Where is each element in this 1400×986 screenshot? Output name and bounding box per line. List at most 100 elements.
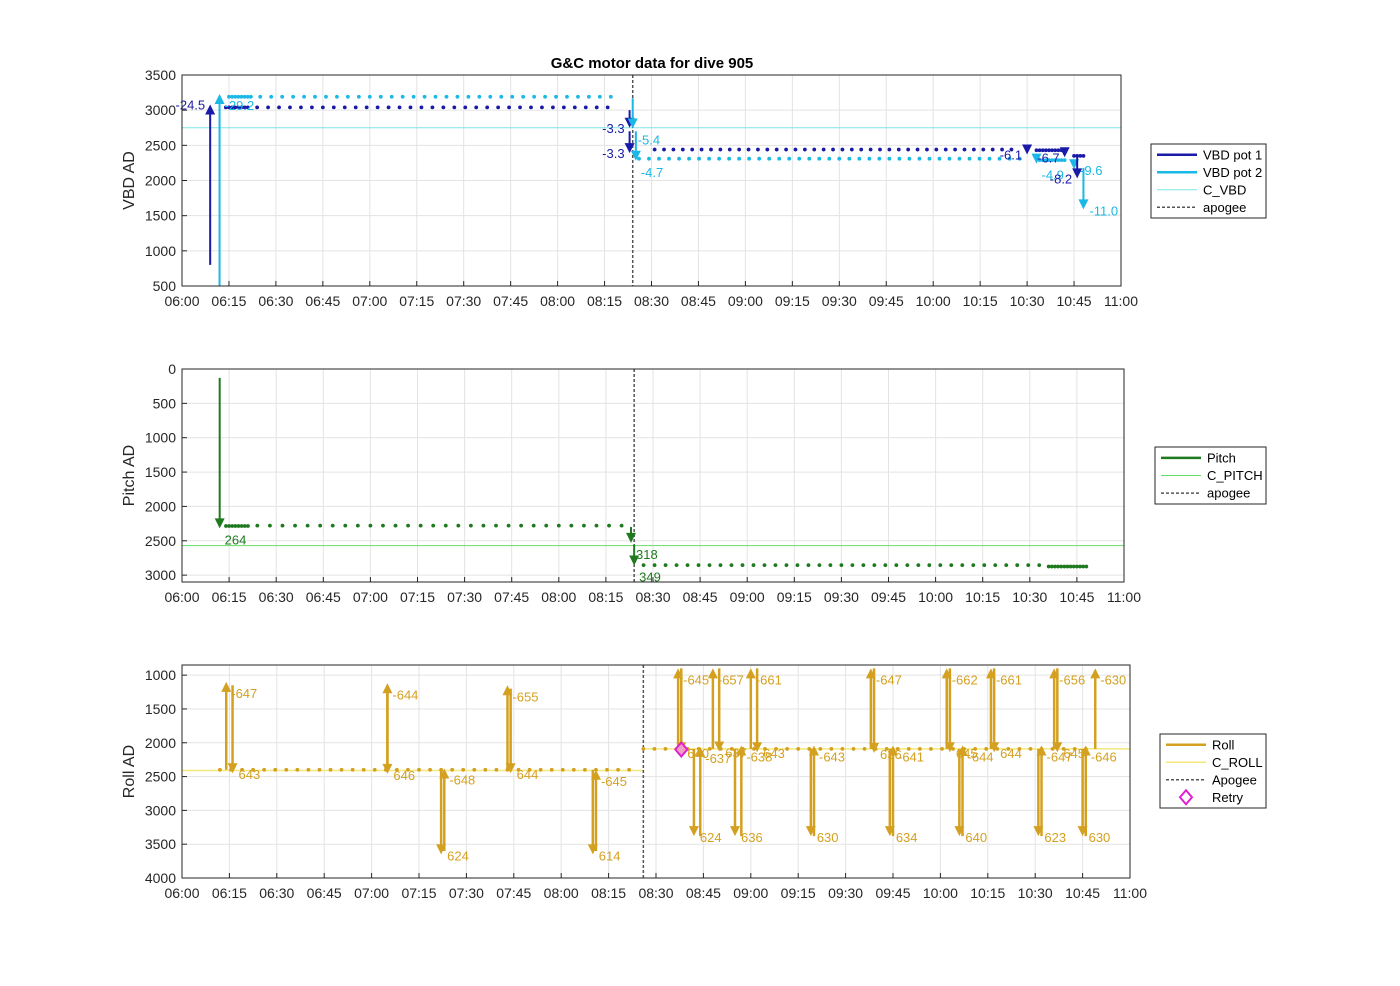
vbd-pot2-point	[499, 94, 504, 99]
vbd-pot2-point	[576, 94, 580, 99]
arrow-label: 645	[956, 746, 978, 761]
x-tick-label: 06:45	[305, 293, 340, 309]
y-tick-label: 1000	[145, 667, 176, 683]
x-tick-label: 07:15	[400, 589, 435, 605]
x-tick-label: 10:00	[918, 589, 953, 605]
vbd-pot1-point	[831, 147, 835, 152]
vbd-pot2-point	[245, 94, 250, 99]
pitch-point	[607, 523, 611, 528]
pitch-point	[663, 563, 668, 568]
pitch-point	[619, 523, 624, 528]
arrow-head	[695, 746, 706, 757]
vbd-pot1-point	[474, 105, 479, 110]
vbd-pot1-point	[561, 105, 566, 110]
vbd-pot1-point	[375, 105, 380, 110]
axes-frame	[181, 368, 1125, 583]
arrow-head	[221, 681, 232, 692]
vbd-pot1-point	[242, 105, 247, 110]
arrow-head	[205, 104, 216, 115]
vbd-pot1-point	[1081, 153, 1086, 158]
vbd-pot1-point	[680, 147, 685, 152]
vbd-pot1-point	[277, 105, 281, 110]
arrow-head	[1072, 168, 1083, 179]
arrow-head	[1059, 147, 1070, 158]
roll-point	[940, 746, 944, 751]
vbd-pot1-point	[746, 147, 751, 152]
plot-layer	[182, 369, 1124, 582]
pitch-point	[1053, 564, 1057, 569]
vbd-pot2-point	[927, 156, 932, 161]
vbd-pot1-point	[1040, 148, 1045, 153]
arrow-head	[989, 742, 1000, 753]
pitch-point	[255, 523, 260, 528]
roll-point	[394, 767, 399, 772]
x-tick-label: 06:30	[259, 885, 294, 901]
pitch-point	[685, 563, 690, 568]
pitch-point	[861, 563, 866, 568]
roll-point	[1061, 746, 1066, 751]
vbd-pot1-point	[784, 147, 788, 152]
x-tick-label: 07:00	[353, 589, 388, 605]
vbd-pot1-point	[408, 105, 413, 110]
y-tick-label: 0	[168, 361, 176, 377]
vbd-pot2-point	[917, 156, 922, 161]
roll-point	[450, 767, 455, 772]
vbd-pot1-point	[981, 147, 986, 152]
roll-point	[895, 746, 900, 751]
pitch-point	[227, 524, 232, 528]
x-tick-label: 10:45	[1065, 885, 1100, 901]
pitch-point	[982, 563, 987, 568]
x-tick-label: 07:15	[401, 885, 436, 901]
vbd-pot1-point	[320, 105, 325, 110]
pitch-point	[795, 563, 800, 568]
vbd-pot2-point	[543, 94, 547, 99]
arrow-head	[869, 742, 880, 753]
arrow-label: -8.2	[1050, 171, 1072, 186]
legend-entry: apogee	[1203, 200, 1246, 215]
x-tick-label: 07:15	[399, 293, 434, 309]
vbd-pot1-point	[1078, 153, 1083, 158]
x-tick-label: 09:15	[781, 885, 816, 901]
y-axis-label: Roll AD	[121, 745, 138, 798]
vbd-pot2-point	[608, 94, 613, 99]
pitch-point	[905, 563, 910, 568]
arrow-head	[745, 668, 756, 679]
roll-point	[884, 746, 889, 751]
x-tick-label: 10:00	[916, 293, 951, 309]
x-tick-label: 11:00	[1104, 293, 1138, 309]
arrow-label: -638	[746, 749, 772, 764]
y-tick-label: 1500	[145, 701, 176, 717]
pitch-point	[224, 524, 228, 528]
vbd-pot1-point	[430, 105, 435, 110]
pitch-point	[1059, 564, 1064, 569]
x-tick-label: 06:45	[306, 589, 341, 605]
arrow-label: -647	[231, 686, 257, 701]
vbd-pot1-point	[709, 147, 713, 152]
x-tick-label: 07:45	[494, 589, 529, 605]
vbd-pot1-point	[812, 147, 817, 152]
y-axis-label: Pitch AD	[121, 445, 138, 506]
vbd-pot2-point	[807, 156, 812, 161]
x-tick-label: 06:15	[212, 885, 247, 901]
axes-frame	[181, 664, 1131, 879]
vbd-pot1-point	[342, 105, 347, 110]
vbd-pot2-point	[565, 94, 569, 99]
pitch-point	[1065, 564, 1070, 569]
y-tick-label: 1500	[145, 464, 176, 480]
roll-point	[851, 746, 856, 751]
arrow-label: 640	[965, 830, 987, 845]
vbd-pot1-point	[551, 105, 555, 110]
vbd-pot1-point	[662, 147, 666, 152]
vbd-pot1-point	[840, 147, 845, 152]
roll-point	[417, 767, 421, 772]
x-tick-label: 09:45	[869, 293, 904, 309]
vbd-pot2-point	[707, 156, 711, 161]
vbd-pot2-point	[1056, 158, 1061, 163]
legend-entry: VBD pot 1	[1203, 147, 1262, 162]
arrow-label: 318	[636, 547, 658, 562]
arrow-label: 643	[763, 746, 785, 761]
pitch-point	[1049, 564, 1054, 569]
roll-point	[483, 767, 488, 772]
x-tick-label: 07:45	[493, 293, 528, 309]
